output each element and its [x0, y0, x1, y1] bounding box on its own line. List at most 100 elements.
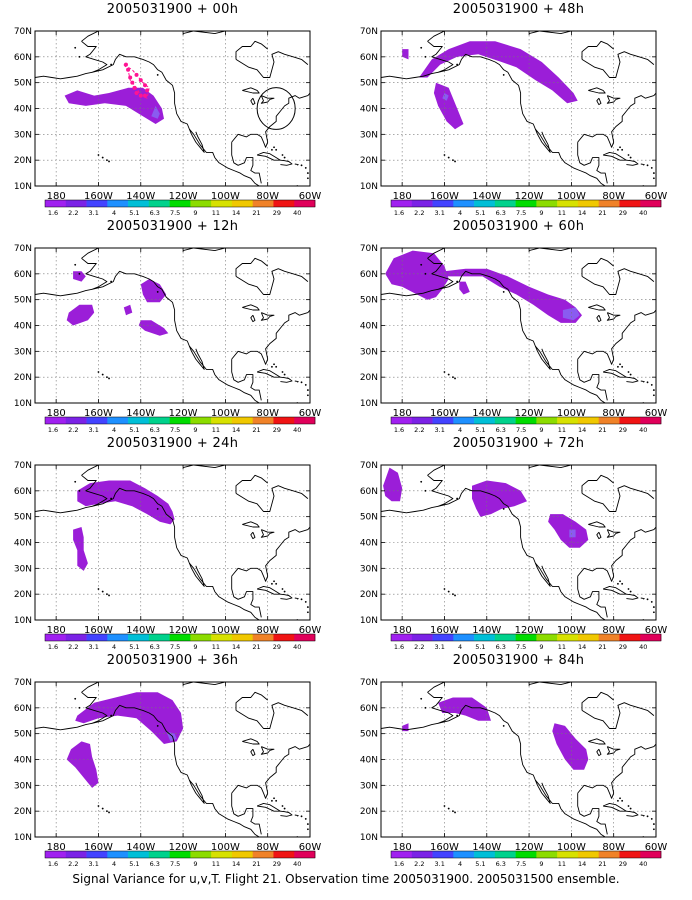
coastline — [534, 780, 551, 804]
coastline — [235, 702, 309, 729]
coastline — [231, 309, 310, 365]
colorbar-swatch — [515, 200, 537, 207]
lon-tick-label: 100W — [211, 191, 240, 202]
panel-title: 2005031900 + 72h — [346, 436, 691, 451]
island — [108, 377, 110, 380]
variance-region — [66, 741, 99, 788]
lat-tick-label: 60N — [14, 487, 32, 497]
colorbar-swatch — [557, 417, 579, 424]
coastline — [577, 359, 608, 401]
lon-tick-label: 80W — [256, 625, 279, 636]
colorbar-swatch — [128, 634, 150, 641]
island — [443, 154, 446, 156]
coastline — [596, 97, 602, 106]
lat-tick-label: 40N — [14, 322, 32, 332]
panel-date: 2005031900 — [452, 2, 539, 17]
island — [106, 810, 108, 813]
colorbar-label: 9 — [539, 426, 543, 434]
coastline — [260, 746, 275, 755]
colorbar-swatch — [86, 851, 108, 858]
island — [306, 828, 309, 831]
lat-tick-label: 30N — [14, 130, 32, 140]
map-content — [381, 465, 671, 620]
colorbar-swatch — [231, 634, 253, 641]
island — [273, 797, 275, 800]
lon-tick-label: 100W — [557, 408, 586, 419]
colorbar-swatch — [640, 417, 662, 424]
map-svg: 10N 20N 30N 40N 50N 60N 70N 180 160W 140W 120W 100W… — [14, 27, 322, 217]
colorbar-swatch — [273, 851, 295, 858]
panel-title: 2005031900 + 00h — [0, 2, 345, 17]
coastline — [581, 474, 614, 494]
map-content — [35, 248, 310, 403]
lon-tick-label: 80W — [256, 842, 279, 853]
island — [97, 371, 100, 373]
island — [281, 805, 284, 807]
colorbar-swatch — [557, 851, 579, 858]
colorbar-swatch — [107, 200, 129, 207]
coastline — [81, 31, 99, 42]
variance-region — [402, 49, 409, 60]
island — [281, 154, 284, 156]
island — [101, 590, 104, 593]
colorbar-frame — [44, 633, 316, 642]
colorbar-swatch — [107, 634, 129, 641]
lon-tick-label: 80W — [602, 191, 625, 202]
colorbar-label: 21 — [252, 209, 260, 217]
coastline — [35, 505, 93, 514]
coastline — [658, 731, 671, 741]
lon-tick-label: 180 — [47, 191, 66, 202]
colorbar-swatch — [190, 417, 212, 424]
island — [646, 815, 649, 818]
coastline — [427, 691, 606, 837]
variance-region — [75, 692, 184, 744]
lat-tick-label: 50N — [14, 296, 32, 306]
colorbar-label: 1.6 — [48, 643, 58, 651]
colorbar-swatch — [273, 417, 295, 424]
colorbar-swatch — [453, 417, 475, 424]
coastline — [280, 593, 293, 600]
coastline — [658, 514, 671, 524]
colorbar-label: 5.1 — [129, 209, 139, 217]
coastline — [640, 163, 645, 166]
colorbar-swatch — [640, 851, 662, 858]
colorbar-swatch — [252, 200, 274, 207]
colorbar-swatch — [494, 417, 516, 424]
island — [627, 588, 630, 590]
coastline — [231, 576, 262, 618]
island — [456, 280, 459, 283]
panel-lead-time: 48h — [558, 2, 585, 17]
lon-tick-label: 120W — [169, 191, 198, 202]
island — [273, 146, 275, 149]
island — [629, 373, 632, 376]
coastline — [81, 474, 260, 620]
island — [108, 811, 110, 814]
map-panel-48h: 2005031900 + 48h 10N 20N 30N 40N 50N 60N 70N 180… — [346, 0, 691, 217]
coastline — [242, 304, 260, 311]
lon-tick-label: 160W — [430, 191, 459, 202]
island — [306, 823, 309, 825]
lat-tick-label: 40N — [360, 756, 378, 766]
lon-tick-label: 180 — [47, 842, 66, 853]
coastline — [312, 514, 325, 524]
colorbar-swatch — [474, 200, 496, 207]
island — [652, 394, 655, 397]
colorbar-label: 9 — [193, 643, 197, 651]
colorbar-label: 21 — [598, 643, 606, 651]
coastline — [626, 810, 639, 817]
colorbar-label: 29 — [273, 860, 281, 868]
colorbar-label: 40 — [293, 209, 301, 217]
island — [271, 582, 273, 585]
colorbar-swatch — [432, 851, 454, 858]
lat-tick-label: 60N — [360, 487, 378, 497]
coastline — [534, 129, 551, 153]
variance-region — [66, 304, 95, 326]
panel-plus-sign: + — [192, 436, 213, 451]
variance-core — [569, 529, 576, 538]
colorbar-label: 4 — [112, 643, 116, 651]
colorbar-label: 29 — [619, 426, 627, 434]
island — [627, 154, 630, 156]
lon-tick-label: 180 — [393, 842, 412, 853]
island — [420, 480, 423, 483]
colorbar-label: 14 — [232, 426, 240, 434]
